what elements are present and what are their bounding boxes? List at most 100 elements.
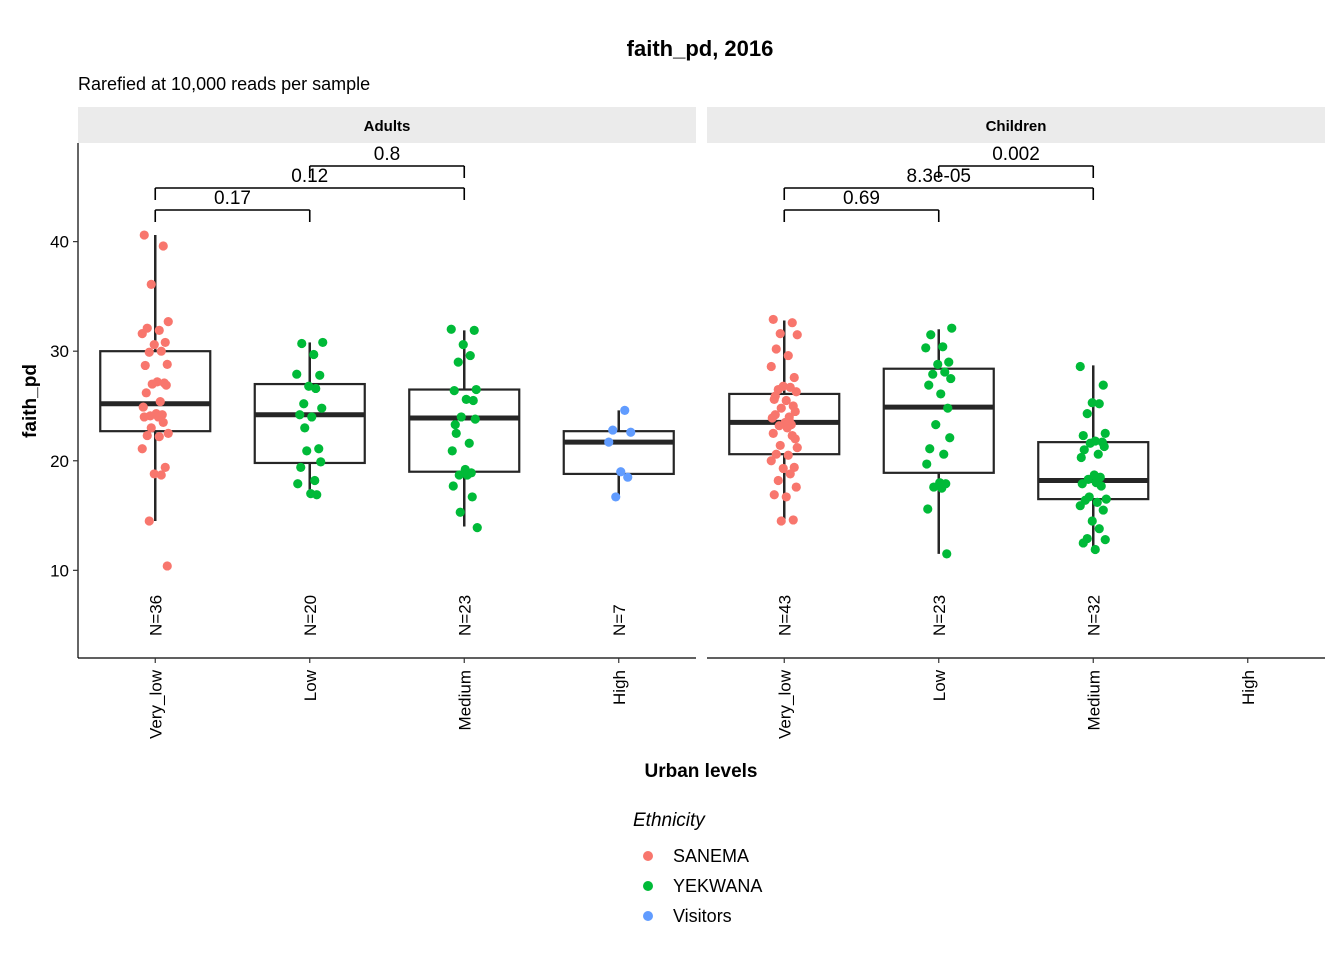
data-point (1087, 398, 1097, 408)
data-point (770, 391, 780, 401)
data-point (314, 444, 324, 454)
data-point (1094, 524, 1104, 534)
data-point (154, 432, 164, 442)
data-point (926, 330, 936, 340)
data-point (1090, 544, 1100, 555)
data-point (1079, 445, 1089, 455)
panels-group: Adults 10 20 30 40 Very_low Low Medium High N=36 N… (50, 107, 1325, 739)
p-value-label: 0.002 (992, 144, 1040, 165)
n-label: N=23 (930, 595, 949, 636)
data-point (154, 325, 164, 335)
legend-item-yekwana: YEKWANA (643, 876, 762, 896)
legend-items: SANEMA YEKWANA Visitors (643, 846, 762, 926)
n-label: N=43 (775, 595, 794, 636)
data-point (790, 406, 800, 417)
facet-strip-label: Children (986, 118, 1047, 135)
n-label: N=7 (610, 604, 629, 636)
data-point (1075, 501, 1085, 511)
data-point (138, 402, 148, 412)
data-point (156, 346, 166, 356)
x-tick-label: Low (301, 669, 320, 701)
data-point (454, 470, 464, 480)
data-point (1077, 479, 1087, 489)
data-point (309, 349, 319, 360)
data-point (769, 490, 779, 500)
comparison-bracket: 8.3e-05 (783, 166, 1095, 200)
data-point (160, 462, 170, 472)
data-point (1076, 452, 1086, 463)
data-point (928, 369, 938, 379)
data-point (1093, 449, 1103, 459)
data-point (766, 456, 776, 466)
data-point (783, 450, 793, 460)
data-point (147, 379, 157, 389)
legend-label: SANEMA (673, 846, 749, 866)
data-point (783, 350, 793, 361)
data-point (162, 359, 172, 369)
x-tick-label: Low (930, 669, 949, 701)
data-point (781, 492, 791, 502)
data-point (936, 389, 946, 399)
data-point (620, 405, 630, 415)
data-point (623, 472, 633, 482)
comparison-bracket: 0.17 (154, 188, 311, 222)
data-point (1085, 438, 1095, 448)
data-point (302, 446, 312, 456)
data-point (775, 440, 785, 451)
p-value-label: 0.69 (843, 188, 880, 209)
data-point (1101, 494, 1111, 504)
x-tick-label: Medium (1084, 670, 1103, 730)
n-label: N=32 (1084, 595, 1103, 636)
data-point (787, 318, 797, 328)
data-point (315, 370, 325, 380)
data-point (604, 437, 614, 447)
data-point (455, 507, 465, 517)
chart-subtitle: Rarefied at 10,000 reads per sample (78, 74, 370, 94)
legend-label: Visitors (673, 906, 732, 926)
data-point (942, 549, 952, 559)
data-point (776, 516, 786, 526)
data-point (768, 428, 778, 438)
data-point (446, 324, 456, 334)
data-point (791, 482, 801, 492)
n-label: N=36 (146, 595, 165, 636)
data-point (1094, 399, 1104, 409)
data-point (792, 443, 802, 453)
comparison-bracket: 0.12 (154, 166, 466, 200)
data-point (945, 433, 955, 443)
data-point (156, 470, 166, 480)
comparison-bracket: 0.002 (937, 144, 1095, 178)
data-point (146, 423, 156, 433)
data-point (785, 469, 795, 479)
data-point (300, 423, 310, 433)
data-point (146, 279, 156, 289)
facet-strip-label: Adults (364, 118, 411, 135)
data-point (611, 492, 621, 502)
data-point (931, 420, 941, 430)
data-point (311, 383, 321, 394)
data-point (922, 459, 932, 469)
data-point (1099, 441, 1109, 452)
data-point (464, 438, 474, 448)
data-point (451, 428, 461, 438)
x-axis-title: Urban levels (645, 761, 758, 782)
data-point (771, 449, 781, 459)
data-point (471, 384, 481, 395)
legend-item-sanema: SANEMA (643, 846, 749, 866)
data-point (792, 330, 802, 340)
data-point (774, 421, 784, 431)
group-medium: N=23 (408, 324, 521, 636)
chart-title: faith_pd, 2016 (627, 36, 774, 61)
data-point (467, 492, 477, 502)
group-high: N=7 (562, 405, 675, 636)
data-point (149, 340, 159, 350)
data-point (789, 462, 799, 472)
data-point (163, 317, 173, 327)
data-point (160, 337, 170, 348)
data-point (142, 430, 152, 441)
data-point (773, 475, 783, 486)
data-point (1100, 428, 1110, 438)
data-point (453, 357, 463, 367)
legend-title: Ethnicity (633, 810, 706, 831)
data-point (1075, 361, 1085, 372)
